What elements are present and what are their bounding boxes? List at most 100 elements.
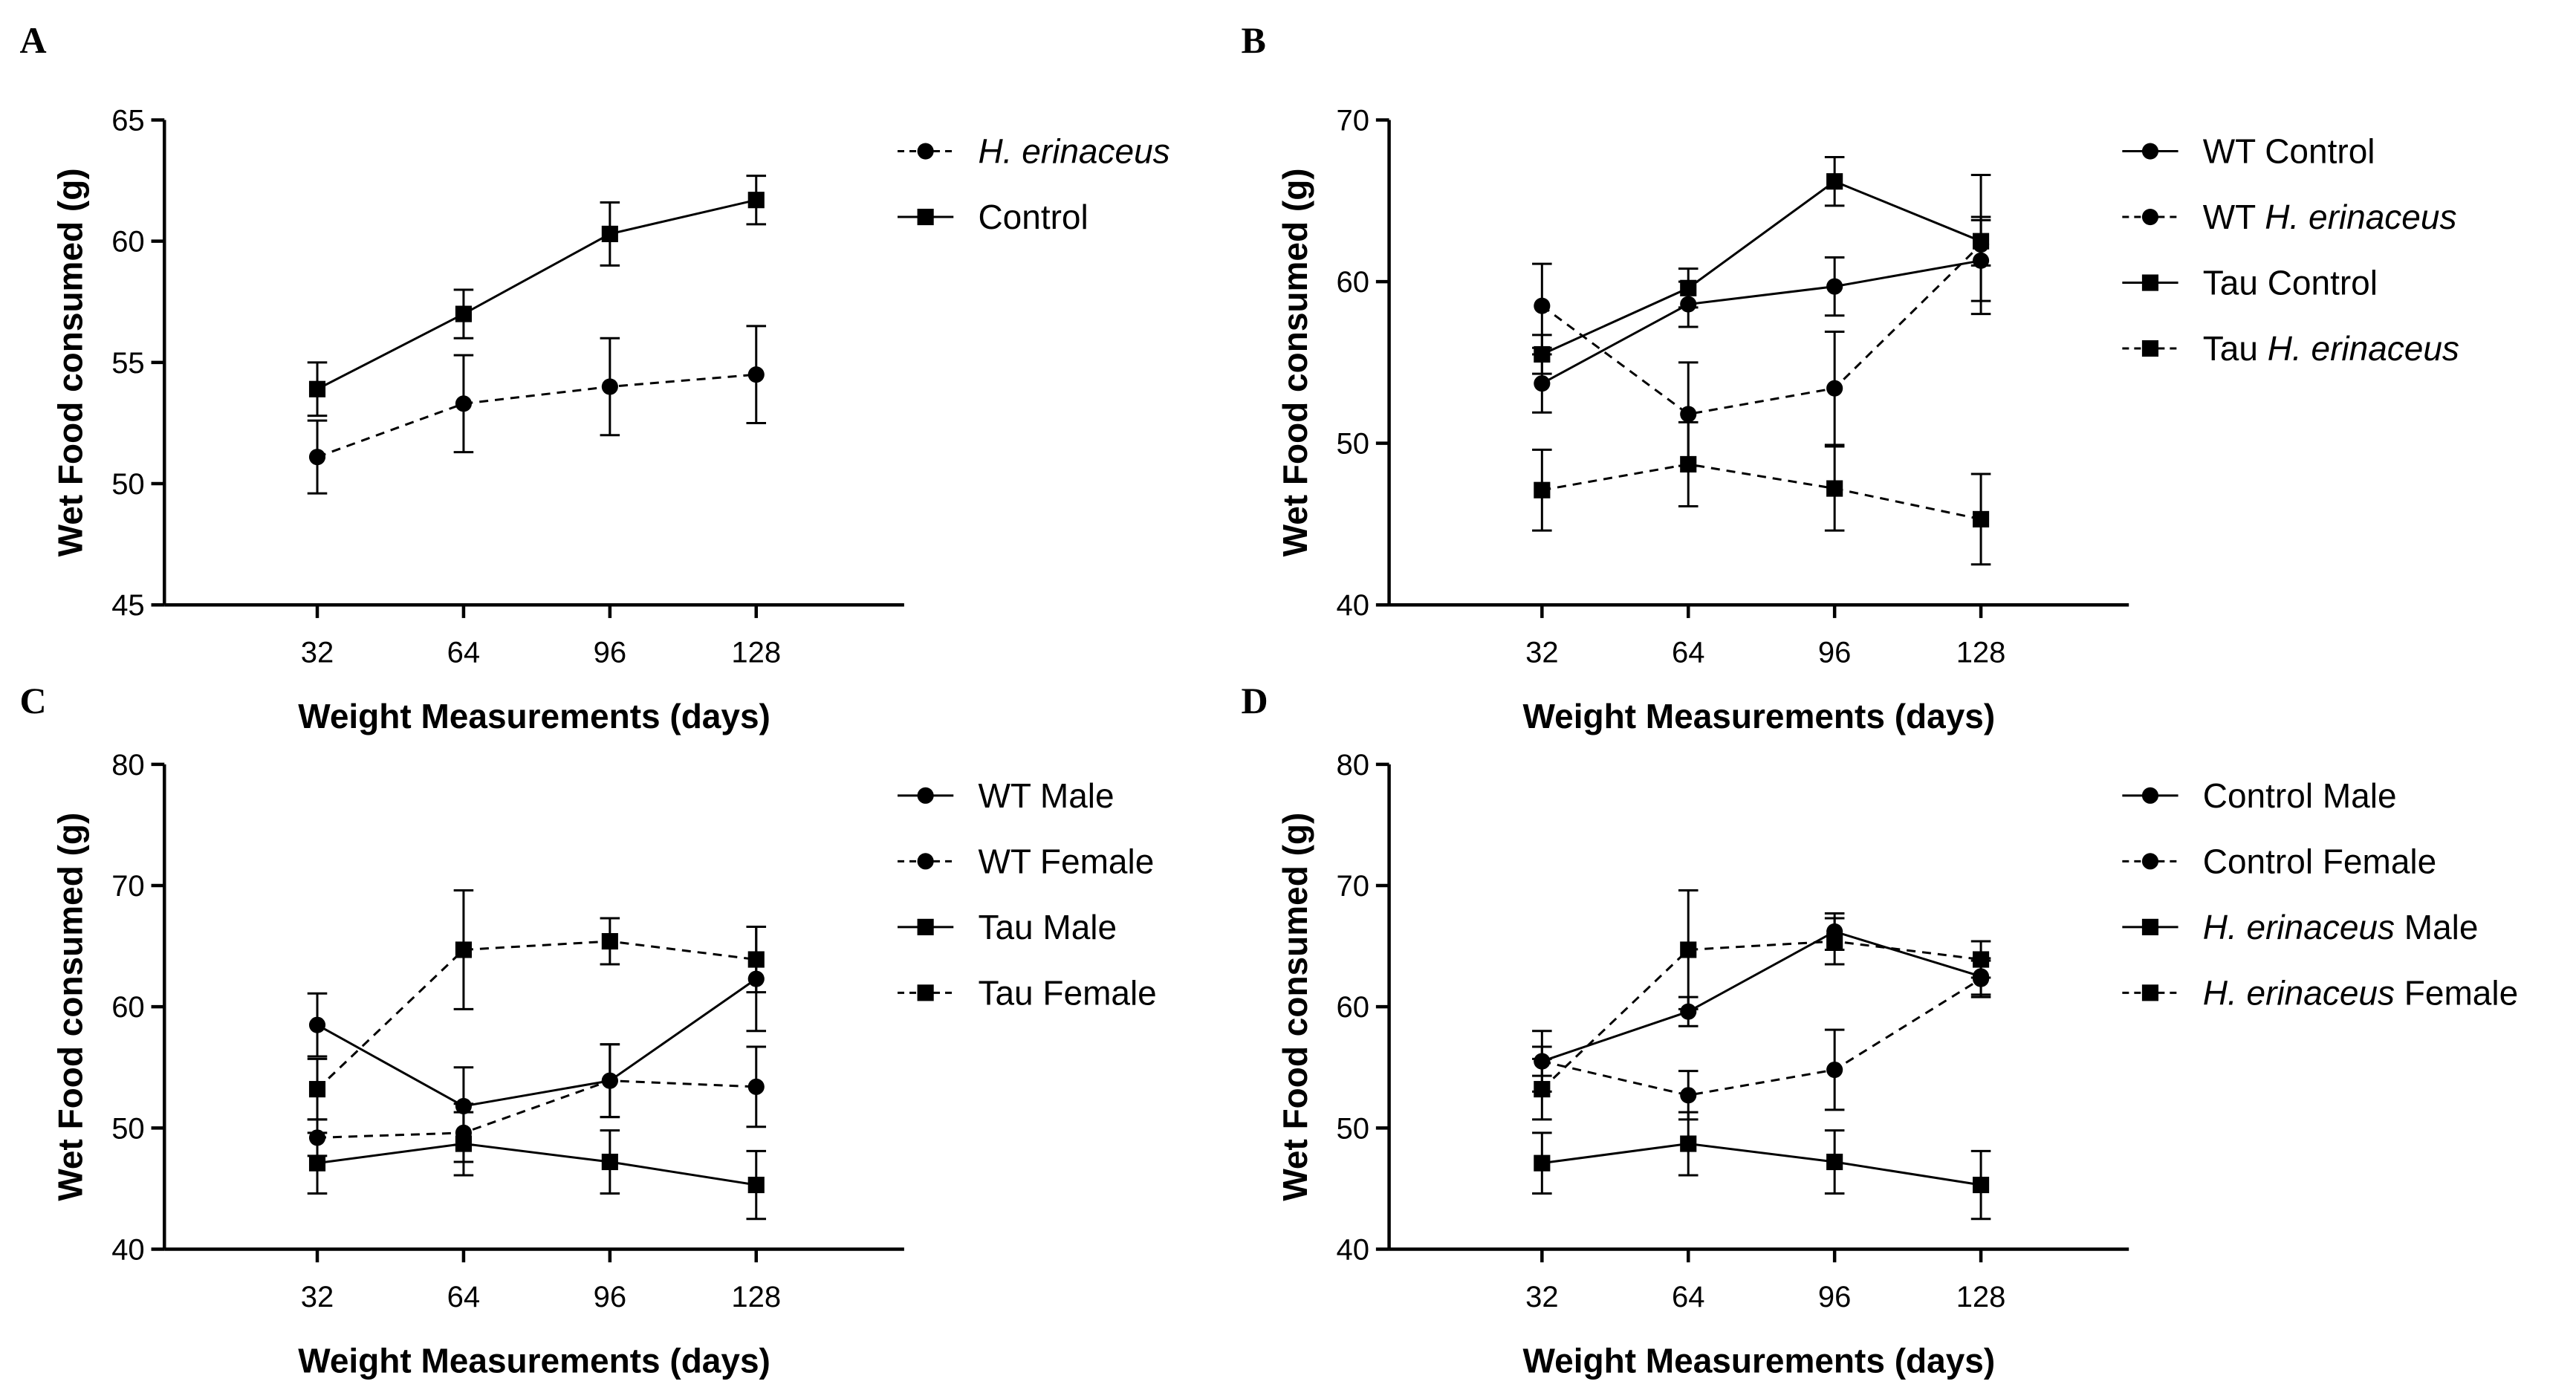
legend-label-part: WT Female bbox=[978, 842, 1154, 880]
data-point bbox=[308, 1081, 326, 1098]
data-point bbox=[747, 1176, 765, 1194]
legend-entry-4: Tau Female bbox=[898, 973, 1157, 1012]
panel-letter: D bbox=[1241, 680, 1268, 721]
x-axis-title: Weight Measurements (days) bbox=[1523, 1341, 1996, 1380]
x-axis-title: Weight Measurements (days) bbox=[1523, 697, 1996, 735]
y-tick-label: 60 bbox=[111, 991, 145, 1024]
data-point bbox=[1534, 481, 1551, 498]
legend-label-part: WT Male bbox=[978, 776, 1114, 815]
series-line bbox=[1541, 940, 1982, 1091]
legend-entry-4: Tau H. erinaceus bbox=[2122, 329, 2459, 368]
series-line bbox=[317, 198, 757, 391]
x-axis-title: Weight Measurements (days) bbox=[298, 1341, 770, 1380]
data-point bbox=[1973, 970, 1990, 987]
series-line bbox=[1541, 930, 1982, 1063]
data-point bbox=[455, 395, 472, 412]
y-tick-label: 60 bbox=[111, 226, 145, 259]
legend-entry-2: Control Female bbox=[2122, 842, 2436, 880]
legend-label-part: Tau Male bbox=[978, 908, 1117, 946]
series-line bbox=[317, 1079, 756, 1139]
data-point bbox=[455, 941, 472, 958]
data-point bbox=[747, 1078, 765, 1095]
x-tick-label: 96 bbox=[594, 637, 627, 669]
panel-letter: B bbox=[1241, 19, 1265, 61]
y-tick-label: 65 bbox=[111, 105, 145, 137]
x-tick-label: 64 bbox=[447, 637, 481, 669]
legend-marker bbox=[2141, 918, 2159, 935]
legend-label-part: H. erinaceus bbox=[978, 132, 1169, 171]
y-tick-label: 45 bbox=[111, 589, 145, 622]
legend-marker bbox=[2141, 274, 2159, 291]
series-4 bbox=[1532, 889, 1991, 1121]
data-point bbox=[1973, 1176, 1990, 1194]
legend-marker bbox=[917, 787, 934, 804]
y-tick-label: 80 bbox=[111, 749, 145, 782]
legend-marker bbox=[2141, 787, 2159, 804]
data-point bbox=[1826, 480, 1843, 497]
legend-label-part: Control Female bbox=[2203, 842, 2436, 880]
series-line bbox=[1541, 243, 1982, 416]
x-tick-label: 128 bbox=[1956, 1281, 2006, 1313]
data-point bbox=[747, 366, 765, 383]
x-axis-title: Weight Measurements (days) bbox=[298, 697, 770, 735]
data-point bbox=[1680, 1135, 1697, 1152]
legend-marker bbox=[2141, 143, 2159, 160]
data-point bbox=[1534, 297, 1551, 314]
series-1 bbox=[307, 325, 767, 495]
x-tick-label: 32 bbox=[1525, 637, 1559, 669]
x-tick-label: 96 bbox=[1818, 1281, 1852, 1313]
legend-label-part: Male bbox=[2395, 908, 2478, 946]
data-point bbox=[1826, 278, 1843, 295]
series-3 bbox=[1532, 1111, 1991, 1221]
x-tick-label: 32 bbox=[301, 1281, 334, 1313]
y-axis-title: Wet Food consumed (g) bbox=[1276, 168, 1314, 556]
x-tick-label: 96 bbox=[594, 1281, 627, 1313]
data-point bbox=[1973, 233, 1990, 250]
legend-marker bbox=[917, 208, 934, 226]
data-point bbox=[601, 1072, 618, 1089]
legend-entry-1: WT Male bbox=[898, 776, 1115, 815]
series-3 bbox=[1532, 156, 1991, 375]
legend-label-part: Control Male bbox=[2203, 776, 2397, 815]
data-point bbox=[455, 305, 472, 322]
y-tick-label: 40 bbox=[111, 1234, 145, 1267]
series-4 bbox=[307, 889, 767, 1121]
data-point bbox=[455, 1135, 472, 1152]
data-point bbox=[1680, 406, 1697, 423]
series-2 bbox=[307, 1043, 767, 1163]
x-tick-label: 64 bbox=[1672, 637, 1705, 669]
legend-label: H. erinaceus Female bbox=[2203, 973, 2518, 1012]
x-tick-label: 128 bbox=[731, 1281, 781, 1313]
data-point bbox=[1680, 1003, 1697, 1020]
data-point bbox=[1826, 173, 1843, 190]
x-tick-label: 128 bbox=[731, 637, 781, 669]
legend-marker bbox=[2141, 853, 2159, 870]
legend-label-part: Female bbox=[2395, 973, 2518, 1012]
data-point bbox=[1826, 380, 1843, 397]
data-point bbox=[308, 449, 326, 466]
series-3 bbox=[307, 1111, 767, 1221]
legend-label: WT H. erinaceus bbox=[2203, 198, 2457, 236]
legend-marker bbox=[917, 853, 934, 870]
y-tick-label: 50 bbox=[111, 468, 145, 501]
series-line bbox=[1542, 1143, 1982, 1186]
legend-label-part: WT Control bbox=[2203, 132, 2375, 171]
series-line bbox=[1541, 180, 1982, 356]
legend-entry-2: WT H. erinaceus bbox=[2122, 198, 2456, 236]
y-tick-label: 70 bbox=[1337, 870, 1370, 903]
panel-letter: C bbox=[20, 680, 47, 721]
data-point bbox=[601, 932, 618, 950]
y-tick-label: 50 bbox=[1337, 428, 1370, 461]
data-point bbox=[1826, 1061, 1843, 1079]
y-tick-label: 55 bbox=[111, 347, 145, 380]
x-tick-label: 64 bbox=[1672, 1281, 1705, 1313]
series-line bbox=[316, 940, 756, 1091]
series-line bbox=[317, 373, 756, 458]
data-point bbox=[1680, 941, 1697, 958]
y-tick-label: 50 bbox=[1337, 1112, 1370, 1145]
data-point bbox=[1680, 455, 1697, 472]
legend-entry-3: Tau Male bbox=[898, 908, 1117, 946]
series-line bbox=[1541, 978, 1982, 1097]
data-point bbox=[1680, 279, 1697, 296]
